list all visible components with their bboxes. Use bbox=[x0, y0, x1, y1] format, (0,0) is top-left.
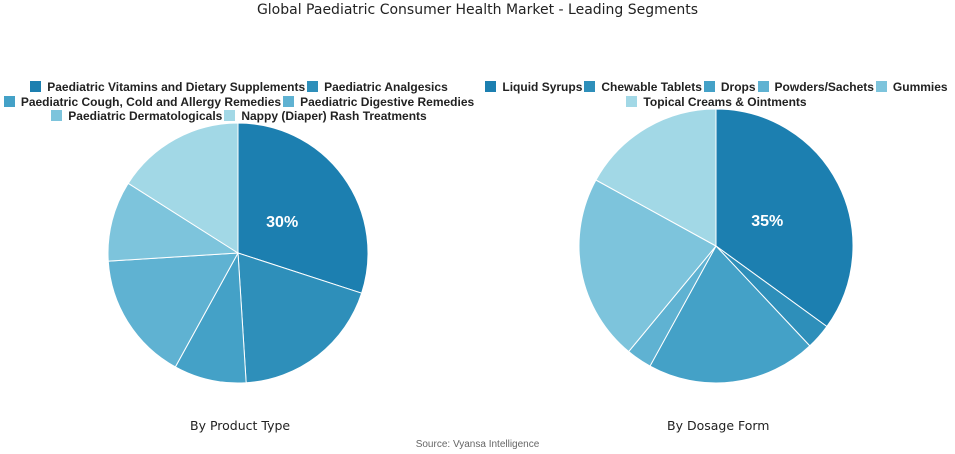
subtitle-dosage-form: By Dosage Form bbox=[667, 418, 770, 433]
pie-slice bbox=[649, 245, 811, 384]
legend-swatch bbox=[703, 81, 715, 92]
legend-label: Liquid Syrups bbox=[502, 80, 583, 94]
legend-label: Topical Creams & Ointments bbox=[643, 94, 807, 109]
slice-label: 30% bbox=[266, 214, 298, 231]
legend-label: Paediatric Vitamins and Dietary Suppleme… bbox=[47, 80, 306, 94]
legend-item: Paediatric Dermatologicals bbox=[51, 109, 222, 124]
legend-swatch bbox=[626, 95, 638, 107]
source-note: Source: Vyansa Intelligence bbox=[415, 439, 540, 450]
legend-swatch bbox=[875, 81, 887, 92]
legend-item: Paediatric Digestive Remedies bbox=[283, 95, 474, 110]
pie-slice bbox=[595, 108, 717, 247]
legend-item: Nappy (Diaper) Rash Treatments bbox=[224, 109, 427, 124]
legend-label: Paediatric Cough, Cold and Allergy Remed… bbox=[20, 94, 282, 109]
pie-slice bbox=[127, 122, 239, 254]
legend-label: Paediatric Digestive Remedies bbox=[300, 94, 475, 109]
legend-item: Paediatric Vitamins and Dietary Suppleme… bbox=[30, 80, 305, 95]
legend-product-type: Paediatric Vitamins and Dietary Suppleme… bbox=[0, 80, 478, 124]
legend-swatch bbox=[584, 81, 596, 92]
legend-swatch bbox=[30, 81, 42, 92]
pie-slice bbox=[578, 179, 717, 353]
pie-slice bbox=[715, 108, 854, 328]
legend-label: Chewable Tablets bbox=[601, 80, 702, 94]
legend-item: Paediatric Cough, Cold and Allergy Remed… bbox=[3, 94, 282, 110]
legend-dosage-form: Liquid Syrups Chewable Tablets Drops Powder… bbox=[478, 80, 955, 109]
legend-swatch bbox=[224, 110, 236, 121]
legend-label: Gummies bbox=[892, 80, 948, 94]
legend-item: Chewable Tablets bbox=[584, 80, 702, 95]
slice-label: 35% bbox=[751, 213, 783, 230]
legend-swatch bbox=[307, 81, 319, 92]
legend-label: Powders/Sachets bbox=[774, 80, 874, 94]
legend-item: Gummies bbox=[875, 80, 948, 95]
legend-item: Liquid Syrups bbox=[485, 80, 582, 95]
legend-swatch bbox=[485, 81, 497, 92]
subtitle-product-type: By Product Type bbox=[190, 418, 291, 433]
pie-slice bbox=[107, 182, 240, 262]
legend-label: Drops bbox=[720, 80, 756, 94]
legend-label: Paediatric Dermatologicals bbox=[68, 109, 223, 123]
chart-title: Global Paediatric Consumer Health Market… bbox=[256, 2, 699, 18]
legend-swatch bbox=[757, 81, 769, 92]
legend-item: Topical Creams & Ointments bbox=[626, 94, 807, 110]
legend-swatch bbox=[3, 95, 15, 107]
legend-label: Nappy (Diaper) Rash Treatments bbox=[241, 109, 427, 123]
pie-slice bbox=[237, 122, 369, 294]
pie-slice bbox=[107, 252, 239, 368]
pie-slice bbox=[237, 252, 363, 384]
legend-item: Paediatric Analgesics bbox=[307, 80, 448, 95]
legend-item: Drops bbox=[703, 80, 756, 95]
legend-item: Powders/Sachets bbox=[757, 80, 874, 95]
legend-swatch bbox=[51, 110, 63, 121]
legend-label: Paediatric Analgesics bbox=[324, 80, 448, 94]
legend-swatch bbox=[283, 95, 295, 107]
